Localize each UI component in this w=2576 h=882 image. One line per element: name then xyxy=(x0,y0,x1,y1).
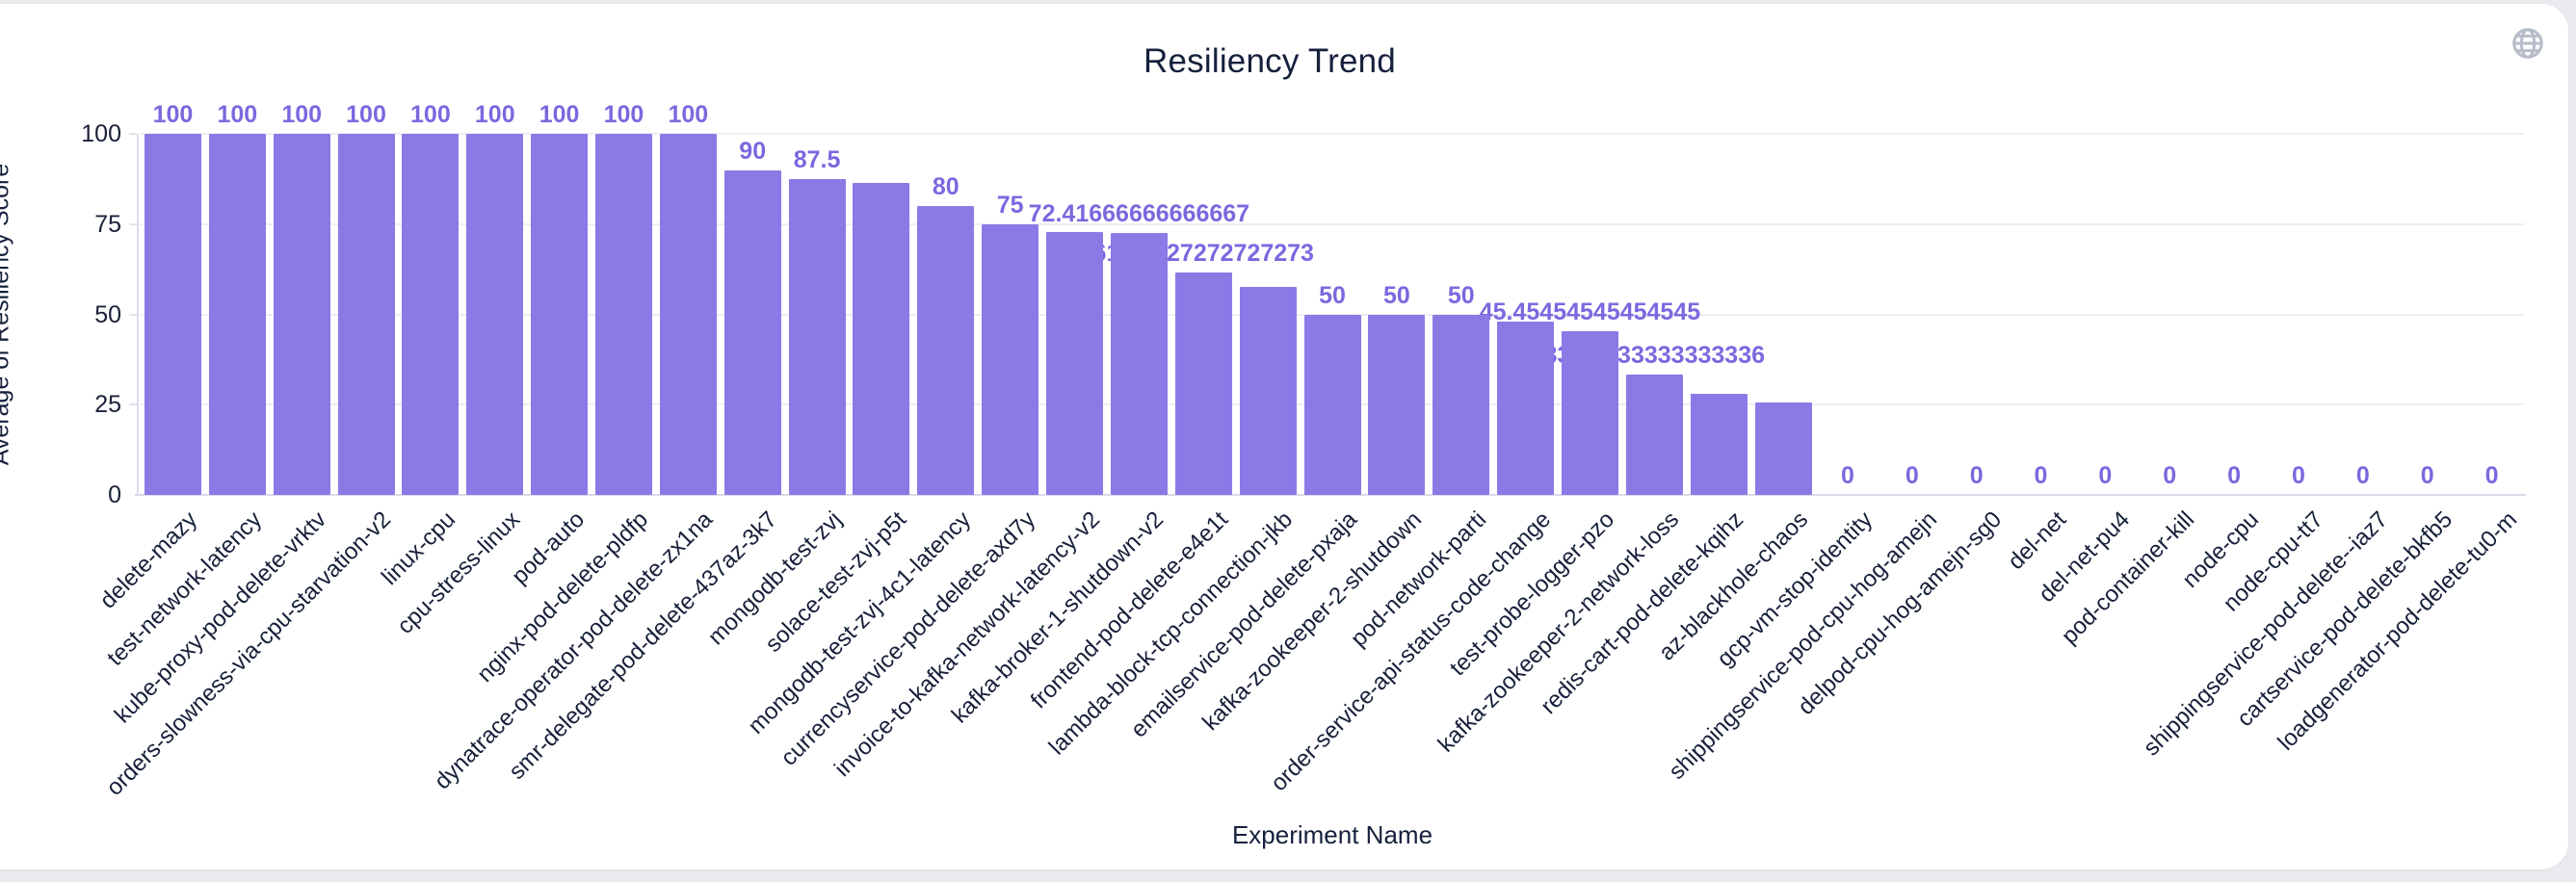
plot-area: 0 25 50 75 100 100 delete-mazy 100 test-network-… xyxy=(81,101,2526,801)
bar[interactable] xyxy=(1239,287,1297,495)
bar-value-label: 0 xyxy=(2034,462,2048,489)
chart-card: Resiliency Trend Average of Resiliency S… xyxy=(0,4,2568,869)
bar-value-label: 50 xyxy=(1447,281,1475,309)
bar-value-label: 0 xyxy=(1905,462,1919,489)
bar-value-label: 100 xyxy=(346,101,386,128)
bar[interactable] xyxy=(531,134,589,495)
bar[interactable] xyxy=(1368,314,1426,495)
bar-value-label: 90 xyxy=(739,137,767,165)
bar[interactable] xyxy=(337,134,395,495)
bar[interactable] xyxy=(982,223,1039,495)
bar-value-label: 75 xyxy=(996,191,1024,219)
bar[interactable] xyxy=(144,134,201,495)
bar-value-label: 0 xyxy=(2420,462,2434,489)
bar-value-label: 0 xyxy=(2098,462,2113,489)
globe-icon xyxy=(2512,28,2543,59)
y-tick-mark-100 xyxy=(129,133,137,135)
bar-value-label: 100 xyxy=(539,101,580,128)
chart-title: Resiliency Trend xyxy=(1143,42,1396,80)
bar[interactable] xyxy=(1754,402,1812,495)
bar-value-label: 0 xyxy=(1840,462,1854,489)
bar-value-label: 45.45454545454545 xyxy=(1479,298,1701,325)
bar[interactable] xyxy=(1497,322,1555,495)
x-axis-title: Experiment Name xyxy=(1231,820,1433,849)
bar[interactable] xyxy=(1046,232,1104,495)
bar-value-label: 100 xyxy=(668,101,709,128)
y-tick-label-75: 75 xyxy=(94,210,121,238)
bar[interactable] xyxy=(1110,233,1168,495)
y-tick-label-0: 0 xyxy=(108,481,121,508)
y-tick-mark-75 xyxy=(129,222,137,225)
bar-value-label: 80 xyxy=(932,173,959,200)
bar[interactable] xyxy=(853,183,910,495)
bar-value-label: 72.41666666666667 xyxy=(1028,200,1250,228)
bar[interactable] xyxy=(1174,272,1232,495)
bar-value-label: 100 xyxy=(152,101,194,128)
bar-value-label: 0 xyxy=(2292,462,2305,489)
bar-value-label: 100 xyxy=(474,101,515,128)
bar[interactable] xyxy=(1433,314,1490,495)
y-tick-label-100: 100 xyxy=(81,120,121,147)
bar-value-label: 100 xyxy=(410,101,451,128)
y-tick-label-50: 50 xyxy=(94,300,121,328)
gridline-75 xyxy=(141,222,2524,225)
bar[interactable] xyxy=(1690,394,1748,495)
bar[interactable] xyxy=(273,134,330,495)
bar-value-label: 50 xyxy=(1319,281,1346,309)
bar-value-label: 0 xyxy=(2484,462,2499,489)
y-tick-mark-25 xyxy=(129,403,137,406)
bar-value-label: 87.5 xyxy=(793,145,841,173)
bar-value-label: 100 xyxy=(217,101,258,128)
bar-value-label: 0 xyxy=(2163,462,2177,489)
bar-value-label: 100 xyxy=(603,101,644,128)
globe-button[interactable] xyxy=(2509,25,2547,64)
x-axis-line xyxy=(135,494,2526,496)
gridline-100 xyxy=(141,133,2524,135)
y-tick-label-25: 25 xyxy=(94,391,121,419)
y-tick-mark-50 xyxy=(129,313,137,316)
bar[interactable] xyxy=(208,134,266,495)
bar-value-label: 0 xyxy=(1969,462,1984,489)
bar-value-label: 0 xyxy=(2355,462,2370,489)
y-axis-line xyxy=(137,134,139,495)
bar-value-label: 50 xyxy=(1382,281,1410,309)
bar-value-label: 100 xyxy=(281,101,323,128)
bar[interactable] xyxy=(402,134,460,495)
bar[interactable] xyxy=(917,206,975,495)
bar[interactable] xyxy=(1303,314,1361,495)
bar[interactable] xyxy=(1561,330,1618,495)
bar[interactable] xyxy=(1625,375,1683,495)
bar-value-label: 0 xyxy=(2227,462,2242,489)
bar[interactable] xyxy=(659,134,717,495)
bar[interactable] xyxy=(788,178,846,495)
bar[interactable] xyxy=(594,134,652,495)
bar[interactable] xyxy=(466,134,524,495)
bar[interactable] xyxy=(723,169,781,495)
